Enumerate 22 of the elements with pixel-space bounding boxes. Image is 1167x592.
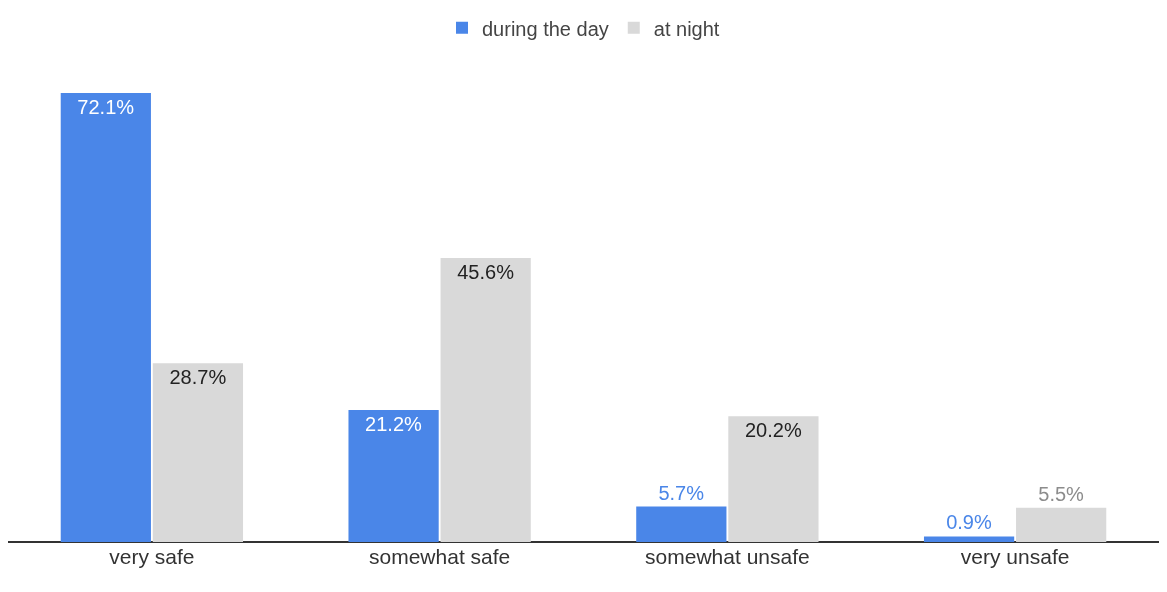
- legend-label: during the day: [482, 17, 609, 40]
- data-label: 72.1%: [77, 95, 135, 118]
- data-label: 0.9%: [946, 511, 992, 534]
- x-tick-label: very unsafe: [960, 545, 1070, 568]
- data-label: 5.5%: [1038, 482, 1085, 505]
- data-label: 5.7%: [658, 481, 705, 504]
- x-tick-label: very safe: [109, 545, 195, 568]
- legend-label: at night: [653, 17, 720, 40]
- x-tick-label: somewhat safe: [369, 545, 511, 568]
- data-label: 20.2%: [744, 419, 802, 442]
- bar: [348, 409, 439, 542]
- bar: [1016, 507, 1107, 542]
- bar: [152, 363, 244, 542]
- bar: [60, 92, 151, 542]
- data-label: 45.6%: [457, 261, 515, 284]
- bar: [636, 506, 727, 542]
- bar: [440, 258, 531, 542]
- data-label: 28.7%: [169, 366, 227, 389]
- bar: [923, 536, 1015, 542]
- bar: [728, 416, 819, 542]
- x-tick-label: somewhat unsafe: [645, 545, 810, 568]
- data-label: 21.2%: [365, 412, 423, 435]
